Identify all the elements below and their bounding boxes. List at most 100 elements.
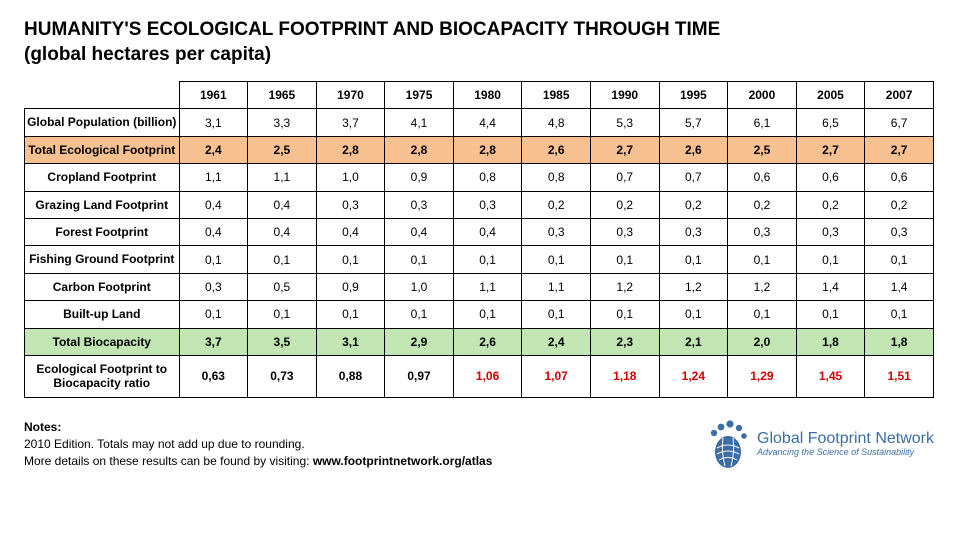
data-cell: 2,7 [796,136,865,163]
data-cell: 0,1 [453,301,522,328]
data-cell: 2,5 [248,136,317,163]
row-label: Forest Footprint [25,218,180,245]
data-cell: 2,7 [865,136,934,163]
year-header: 2005 [796,82,865,109]
data-cell: 0,3 [522,218,591,245]
data-cell: 6,5 [796,109,865,136]
data-cell: 0,63 [179,355,248,397]
data-cell: 0,8 [453,164,522,191]
data-cell: 0,1 [248,301,317,328]
data-cell: 0,4 [316,218,385,245]
data-cell: 4,8 [522,109,591,136]
data-cell: 2,6 [659,136,728,163]
table-row: Forest Footprint0,40,40,40,40,40,30,30,3… [25,218,934,245]
table-row: Grazing Land Footprint0,40,40,30,30,30,2… [25,191,934,218]
year-header: 1995 [659,82,728,109]
data-cell: 0,5 [248,273,317,300]
table-row: Ecological Footprint to Biocapacity rati… [25,355,934,397]
data-cell: 0,4 [248,191,317,218]
data-cell: 0,8 [522,164,591,191]
data-cell: 2,7 [590,136,659,163]
data-cell: 0,1 [316,301,385,328]
table-body: Global Population (billion)3,13,33,74,14… [25,109,934,397]
data-cell: 0,2 [590,191,659,218]
data-cell: 1,51 [865,355,934,397]
row-label: Carbon Footprint [25,273,180,300]
notes-url: www.footprintnetwork.org/atlas [313,454,493,468]
data-cell: 0,1 [385,246,454,273]
data-cell: 3,7 [316,109,385,136]
data-cell: 0,4 [385,218,454,245]
data-cell: 0,1 [590,246,659,273]
row-label: Built-up Land [25,301,180,328]
data-cell: 0,6 [865,164,934,191]
notes-line-1: 2010 Edition. Totals may not add up due … [24,437,305,451]
data-cell: 1,4 [865,273,934,300]
data-cell: 5,3 [590,109,659,136]
data-cell: 0,1 [590,301,659,328]
logo-line-2: Advancing the Science of Sustainability [757,448,934,458]
data-cell: 1,0 [316,164,385,191]
table-row: Fishing Ground Footprint0,10,10,10,10,10… [25,246,934,273]
notes-heading: Notes: [24,420,61,434]
data-cell: 0,2 [865,191,934,218]
data-cell: 0,3 [865,218,934,245]
data-cell: 0,3 [590,218,659,245]
data-cell: 0,9 [316,273,385,300]
data-cell: 2,4 [522,328,591,355]
year-header: 1985 [522,82,591,109]
table-row: Global Population (billion)3,13,33,74,14… [25,109,934,136]
title-line-1: HUMANITY'S ECOLOGICAL FOOTPRINT AND BIOC… [24,19,720,40]
data-cell: 1,1 [248,164,317,191]
data-cell: 1,2 [659,273,728,300]
logo-line-1: Global Footprint Network [757,430,934,448]
data-cell: 1,1 [179,164,248,191]
data-cell: 0,2 [659,191,728,218]
data-cell: 1,4 [796,273,865,300]
data-cell: 0,3 [453,191,522,218]
data-cell: 0,2 [728,191,797,218]
notes-line-2-prefix: More details on these results can be fou… [24,454,313,468]
data-cell: 0,1 [179,246,248,273]
data-cell: 0,1 [522,301,591,328]
data-cell: 0,4 [179,218,248,245]
data-cell: 6,7 [865,109,934,136]
data-cell: 0,4 [179,191,248,218]
data-cell: 0,9 [385,164,454,191]
table-row: Cropland Footprint1,11,11,00,90,80,80,70… [25,164,934,191]
data-cell: 0,1 [865,301,934,328]
data-cell: 1,18 [590,355,659,397]
data-cell: 1,07 [522,355,591,397]
data-cell: 0,2 [522,191,591,218]
data-cell: 0,1 [796,301,865,328]
data-cell: 1,0 [385,273,454,300]
data-cell: 3,7 [179,328,248,355]
data-cell: 1,1 [453,273,522,300]
table-row: Total Ecological Footprint2,42,52,82,82,… [25,136,934,163]
data-cell: 2,8 [453,136,522,163]
data-cell: 0,3 [796,218,865,245]
data-cell: 0,1 [659,246,728,273]
data-cell: 1,1 [522,273,591,300]
data-cell: 1,29 [728,355,797,397]
notes: Notes: 2010 Edition. Totals may not add … [24,419,492,469]
year-header: 1965 [248,82,317,109]
data-cell: 1,2 [728,273,797,300]
data-cell: 0,7 [659,164,728,191]
row-label: Cropland Footprint [25,164,180,191]
data-cell: 1,8 [865,328,934,355]
data-cell: 0,1 [385,301,454,328]
data-cell: 1,45 [796,355,865,397]
footer: Notes: 2010 Edition. Totals may not add … [24,418,934,470]
data-cell: 0,2 [796,191,865,218]
data-cell: 2,3 [590,328,659,355]
data-cell: 1,06 [453,355,522,397]
table-row: Carbon Footprint0,30,50,91,01,11,11,21,2… [25,273,934,300]
data-cell: 0,73 [248,355,317,397]
data-cell: 6,1 [728,109,797,136]
year-header: 1980 [453,82,522,109]
data-cell: 1,2 [590,273,659,300]
data-cell: 2,8 [385,136,454,163]
year-header: 1970 [316,82,385,109]
data-cell: 0,3 [179,273,248,300]
